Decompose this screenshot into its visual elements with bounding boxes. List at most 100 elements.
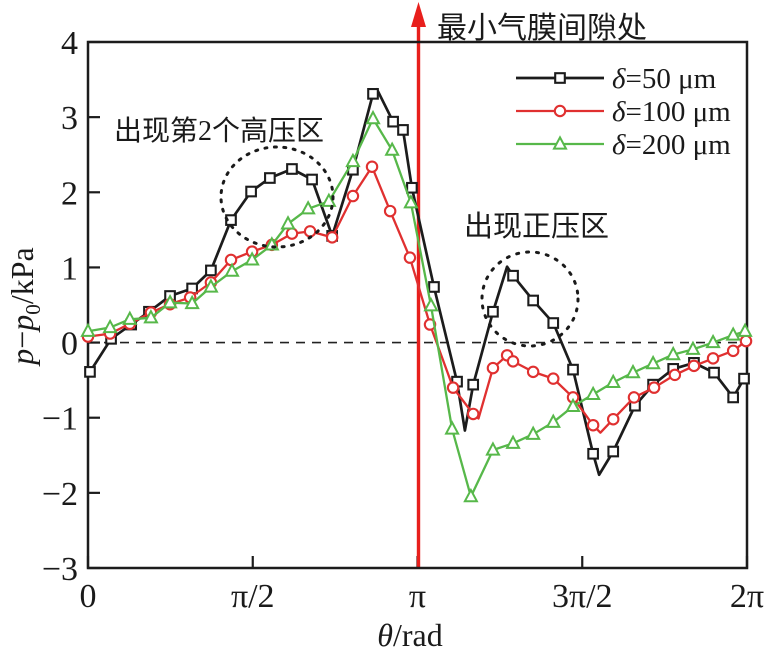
- series-marker-delta-100um: [726, 344, 740, 358]
- series-marker-delta-50um: [397, 124, 409, 136]
- x-tick-label-0: 0: [80, 578, 97, 615]
- x-axis-label-theta: θ: [377, 617, 393, 653]
- series-marker-delta-200um: [645, 354, 661, 370]
- legend-marker-delta-100um: [553, 104, 567, 118]
- series-marker-delta-50um: [286, 163, 298, 175]
- series-marker-delta-200um: [384, 141, 400, 156]
- series-marker-delta-50um: [708, 366, 720, 379]
- series-marker-delta-50um: [205, 264, 217, 277]
- y-axis-label-p: p: [3, 348, 40, 365]
- series-marker-delta-200um: [224, 262, 240, 277]
- series-marker-delta-200um: [625, 363, 641, 379]
- series-marker-delta-50um: [245, 185, 257, 198]
- y-tick-label-1: 3: [61, 100, 78, 137]
- series-marker-delta-100um: [606, 412, 620, 426]
- series-marker-delta-200um: [280, 215, 296, 230]
- series-marker-delta-100um: [403, 251, 417, 264]
- series-marker-delta-200um: [444, 420, 460, 435]
- series-marker-delta-100um: [346, 189, 360, 203]
- series-marker-delta-100um: [446, 381, 460, 394]
- series-marker-delta-100um: [586, 418, 600, 432]
- plot-frame: [86, 40, 749, 570]
- y-tick-label-5: −1: [42, 401, 78, 438]
- series-marker-delta-50um: [527, 294, 540, 307]
- series-marker-delta-50um: [507, 269, 519, 282]
- series-marker-delta-200um: [162, 294, 178, 309]
- series-marker-delta-200um: [665, 345, 681, 361]
- series-marker-delta-100um: [285, 227, 299, 240]
- series-marker-delta-200um: [184, 294, 200, 310]
- series-marker-delta-100um: [486, 361, 500, 375]
- series-marker-delta-50um: [406, 181, 418, 194]
- series-marker-delta-200um: [345, 152, 361, 168]
- series-marker-delta-50um: [367, 87, 379, 100]
- series-marker-delta-200um: [725, 326, 741, 341]
- series-marker-delta-200um: [505, 434, 521, 449]
- series-marker-delta-50um: [607, 445, 620, 458]
- x-tick-label-1: π/2: [231, 578, 275, 615]
- series-marker-delta-50um: [487, 305, 499, 318]
- legend-marker-delta-200um: [552, 135, 568, 150]
- series-marker-delta-100um: [668, 368, 682, 382]
- y-tick-label-2: 2: [61, 175, 78, 212]
- y-tick-label-0: 4: [61, 25, 78, 62]
- y-tick-label-6: −2: [42, 476, 78, 513]
- series-marker-delta-100um: [224, 253, 238, 267]
- y-tick-label-3: 1: [61, 250, 78, 287]
- series-marker-delta-200um: [203, 278, 219, 293]
- series-marker-delta-200um: [321, 192, 337, 207]
- series-marker-delta-100um: [706, 352, 720, 365]
- series-marker-delta-100um: [506, 355, 520, 368]
- series-marker-delta-200um: [485, 441, 501, 456]
- series-marker-delta-200um: [585, 385, 601, 401]
- series-marker-delta-200um: [403, 194, 419, 209]
- positive-pressure-circle: [480, 250, 580, 348]
- min-gap-arrow-head: [411, 2, 426, 27]
- series-marker-delta-200um: [143, 309, 159, 324]
- annotation-positive-pressure-label: 出现正压区: [464, 211, 610, 243]
- series-marker-delta-50um: [547, 317, 560, 329]
- series-marker-delta-200um: [705, 333, 721, 349]
- annotation-second-high-pressure-label: 出现第2个高压区: [114, 116, 325, 147]
- series-marker-delta-50um: [738, 372, 750, 385]
- series-marker-delta-200um: [545, 413, 561, 428]
- series-marker-delta-100um: [627, 391, 641, 404]
- series-marker-delta-200um: [737, 322, 753, 337]
- series-marker-delta-200um: [102, 318, 118, 334]
- series-marker-delta-50um: [264, 172, 276, 184]
- legend-label-delta-50um: δ=50 μm: [612, 63, 717, 95]
- series-marker-delta-100um: [647, 381, 661, 394]
- x-axis-label: θ/rad: [377, 617, 442, 653]
- series-marker-delta-100um: [365, 160, 379, 173]
- series-marker-delta-200um: [525, 425, 541, 440]
- series-marker-delta-100um: [325, 231, 339, 244]
- series-marker-delta-50um: [467, 378, 480, 391]
- y-axis-label-sub0: 0: [21, 304, 46, 315]
- series-marker-delta-100um: [303, 225, 317, 238]
- second-high-pressure-ellipse: [219, 145, 335, 249]
- y-axis-label: p−p0/kPa: [4, 247, 46, 365]
- series-marker-delta-200um: [300, 200, 316, 215]
- x-axis-label-unit: /rad: [392, 617, 443, 653]
- series-marker-delta-50um: [587, 447, 599, 460]
- series-marker-delta-200um: [80, 322, 96, 337]
- series-marker-delta-200um: [365, 109, 381, 125]
- x-tick-label-3: 3π/2: [552, 578, 613, 615]
- series-marker-delta-100um: [466, 407, 480, 421]
- y-axis-label-p0: p: [3, 314, 40, 331]
- y-axis-label-minus: −: [3, 330, 40, 349]
- series-marker-delta-50um: [306, 173, 318, 186]
- annotation-min-gap-label: 最小气膜间隙处: [437, 12, 647, 45]
- series-marker-delta-100um: [547, 372, 560, 385]
- series-marker-delta-50um: [567, 363, 579, 376]
- series-marker-delta-200um: [605, 373, 621, 388]
- series-marker-delta-50um: [727, 391, 740, 404]
- series-marker-delta-50um: [84, 366, 96, 378]
- series-marker-delta-50um: [387, 115, 399, 128]
- series-marker-delta-100um: [526, 365, 540, 379]
- y-tick-label-4: 0: [61, 326, 78, 363]
- series-marker-delta-100um: [687, 359, 701, 373]
- series-marker-delta-100um: [383, 204, 397, 218]
- series-marker-delta-200um: [244, 251, 260, 266]
